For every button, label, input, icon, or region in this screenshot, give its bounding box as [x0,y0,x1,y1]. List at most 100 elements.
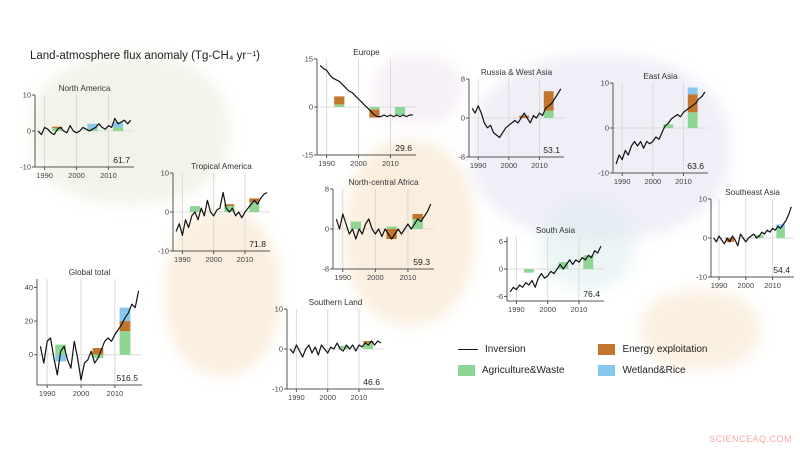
map-blob-southeast-asia [540,200,635,290]
europe-chart: 15 0 -15 1990 2000 2010 Europe 29.6 [302,48,416,168]
legend-label-agriculture-waste: Agriculture&Waste [482,365,565,376]
legend-item-wetland-rice: Wetland&Rice [598,365,707,376]
svg-text:8: 8 [461,75,465,84]
svg-text:6: 6 [499,237,503,246]
svg-text:10: 10 [699,195,707,204]
svg-text:-10: -10 [272,385,283,394]
svg-text:15: 15 [305,55,313,64]
map-blob-africa [345,140,475,325]
svg-text:29.6: 29.6 [395,143,412,153]
map-blob-europe [372,55,462,125]
svg-text:North-central Africa: North-central Africa [348,178,419,187]
panel-north-central-africa: 8 0 -8 1990 2000 2010 North-central Africa 59.3 [312,176,438,284]
legend-item-agriculture-waste: Agriculture&Waste [458,365,564,376]
svg-text:10: 10 [275,305,283,314]
svg-text:2000: 2000 [73,389,90,398]
svg-text:-10: -10 [598,169,609,178]
svg-text:0: 0 [27,127,31,136]
svg-text:Global total: Global total [69,268,111,277]
svg-text:2000: 2000 [737,281,754,290]
svg-text:54.4: 54.4 [773,265,790,275]
panel-global-total: 40 20 0 1990 2000 2010 Global total 516.5 [16,266,146,400]
svg-text:2000: 2000 [319,393,336,402]
wetland-rice-swatch-icon [598,365,616,376]
svg-text:2010: 2010 [107,389,124,398]
svg-text:2000: 2000 [644,177,661,186]
southeast-asia-chart: 10 0 -10 1990 2000 2010 Southeast Asia 54.4 [696,188,794,290]
svg-text:0: 0 [461,114,465,123]
svg-text:0: 0 [703,234,707,243]
svg-text:Southeast Asia: Southeast Asia [725,188,780,197]
svg-text:2000: 2000 [500,161,517,170]
legend-label-energy-exploitation: Energy exploitation [622,344,708,355]
svg-text:Russia & West Asia: Russia & West Asia [481,68,553,77]
svg-text:2010: 2010 [351,393,368,402]
panel-tropical-america: 10 0 -10 1990 2000 2010 Tropical America 71.8 [152,160,274,266]
svg-text:-10: -10 [158,247,169,256]
svg-text:0: 0 [309,103,313,112]
tropical-america-chart: 10 0 -10 1990 2000 2010 Tropical America 71.8 [158,162,270,264]
figure-title: Land-atmosphere flux anomaly (Tg-CH₄ yr⁻… [30,50,260,62]
svg-text:-8: -8 [458,153,465,162]
svg-text:2000: 2000 [367,273,384,282]
svg-text:1990: 1990 [36,171,53,180]
svg-text:71.8: 71.8 [249,239,266,249]
svg-text:-8: -8 [322,265,329,274]
panel-southern-land: 10 0 -10 1990 2000 2010 Southern Land 46.6 [266,296,388,404]
southern-land-chart: 10 0 -10 1990 2000 2010 Southern Land 46.6 [272,298,384,402]
svg-text:-10: -10 [20,163,31,172]
svg-text:2010: 2010 [237,255,254,264]
legend-item-inversion: Inversion [458,344,564,355]
north-america-chart: 10 0 -10 1990 2000 2010 North America 61.7 [20,84,134,180]
panel-south-asia: 6 0 -6 1990 2000 2010 South Asia 76.4 [486,224,608,316]
agriculture-waste-swatch-icon [458,365,475,376]
north-central-africa-chart: 8 0 -8 1990 2000 2010 North-central Africa 59.3 [322,178,434,282]
south-asia-chart: 6 0 -6 1990 2000 2010 South Asia 76.4 [496,226,604,314]
svg-text:-15: -15 [302,151,313,160]
svg-text:1990: 1990 [470,161,487,170]
svg-text:46.6: 46.6 [363,377,380,387]
svg-text:1990: 1990 [288,393,305,402]
svg-text:20: 20 [25,317,33,326]
svg-text:2010: 2010 [571,305,588,314]
global-total-chart: 40 20 0 1990 2000 2010 Global total 516.5 [25,268,142,398]
svg-text:10: 10 [601,79,609,88]
legend-item-energy-exploitation: Energy exploitation [598,344,708,355]
svg-text:0: 0 [29,350,33,359]
panel-east-asia: 10 0 -10 1990 2000 2010 East Asia 63.6 [592,70,712,188]
legend-label-wetland-rice: Wetland&Rice [622,365,686,376]
svg-text:10: 10 [161,169,169,178]
panel-southeast-asia: 10 0 -10 1990 2000 2010 Southeast Asia 54.4 [690,186,798,292]
svg-text:2010: 2010 [382,159,399,168]
svg-text:516.5: 516.5 [116,373,138,383]
panel-russia-west-asia: 8 0 -8 1990 2000 2010 Russia & West Asia 53.1 [448,66,568,172]
svg-text:2000: 2000 [68,171,85,180]
svg-text:1990: 1990 [318,159,335,168]
svg-text:2000: 2000 [205,255,222,264]
east-asia-chart: 10 0 -10 1990 2000 2010 East Asia 63.6 [598,72,708,186]
svg-text:40: 40 [25,283,33,292]
svg-text:2010: 2010 [100,171,117,180]
svg-text:0: 0 [499,265,503,274]
svg-text:1990: 1990 [334,273,351,282]
svg-text:East Asia: East Asia [643,72,678,81]
panel-north-america: 10 0 -10 1990 2000 2010 North America 61.7 [14,82,138,182]
svg-text:1990: 1990 [174,255,191,264]
svg-text:0: 0 [605,124,609,133]
svg-text:2010: 2010 [764,281,781,290]
svg-text:North America: North America [59,84,111,93]
svg-text:1990: 1990 [614,177,631,186]
svg-text:59.3: 59.3 [413,257,430,267]
svg-text:1990: 1990 [39,389,56,398]
svg-text:2000: 2000 [350,159,367,168]
svg-text:-6: -6 [496,292,503,301]
svg-text:2010: 2010 [400,273,417,282]
svg-text:South Asia: South Asia [536,226,576,235]
map-blob-south-america [165,210,280,375]
svg-text:2000: 2000 [539,305,556,314]
legend: Inversion Agriculture&Waste Energy explo… [458,344,708,376]
map-blob-australia [640,290,760,370]
svg-text:Europe: Europe [353,48,380,57]
energy-exploitation-swatch-icon [598,344,616,355]
